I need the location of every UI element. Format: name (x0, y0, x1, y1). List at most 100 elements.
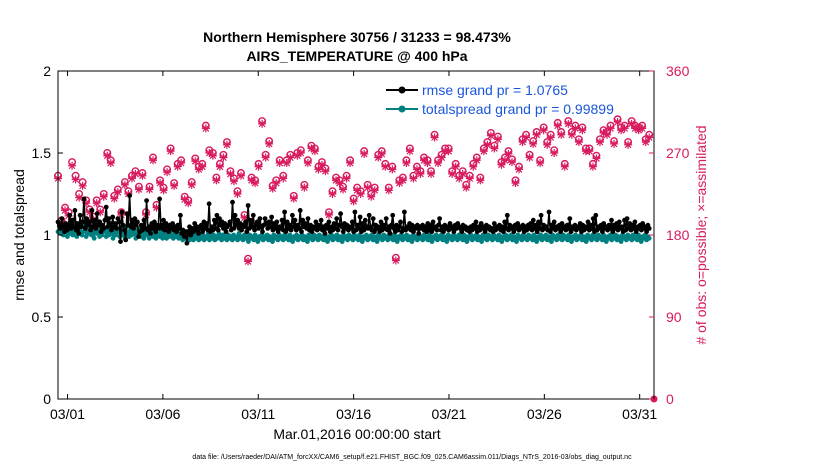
obs-count-series (54, 115, 658, 403)
rmse-point (89, 208, 95, 213)
obs-assimilated-point (370, 186, 379, 195)
obs-assimilated-point (560, 162, 569, 171)
rmse-point (107, 221, 113, 226)
obs-assimilated-point (120, 180, 129, 189)
obs-assimilated-point (462, 183, 471, 192)
obs-assimilated-point (289, 194, 298, 203)
rmse-point (114, 226, 119, 231)
obs-assimilated-point (384, 186, 393, 195)
rmse-point (402, 209, 407, 215)
totalspread-point (65, 234, 70, 240)
rmse-point (640, 221, 646, 226)
rmse-point (185, 229, 191, 235)
rmse-point (135, 219, 140, 225)
rmse-point (459, 229, 465, 235)
rmse-point (200, 229, 206, 235)
legend: rmse grand pr = 1.0765 totalspread grand… (386, 82, 614, 117)
obs-assimilated-point (567, 130, 576, 139)
rmse-point (619, 224, 625, 230)
rmse-point (447, 221, 453, 226)
obs-assimilated-point (479, 147, 488, 156)
rmse-point (118, 239, 123, 245)
rmse-point (196, 231, 202, 236)
rmse-point (221, 226, 226, 231)
rmse-point (136, 234, 142, 240)
obs-assimilated-point (606, 124, 615, 133)
rmse-point (338, 211, 343, 217)
y-tick-label-right: 0 (666, 391, 674, 407)
rmse-point (441, 229, 446, 235)
obs-assimilated-point (92, 199, 101, 208)
rmse-point (192, 221, 198, 226)
obs-assimilated-point (405, 147, 414, 156)
rmse-point (223, 229, 229, 235)
rmse-point (235, 217, 241, 223)
rmse-point (170, 221, 176, 226)
obs-assimilated-point (504, 149, 513, 158)
rmse-point (387, 231, 393, 236)
obs-assimilated-point (215, 162, 224, 171)
rmse-point (234, 222, 239, 228)
rmse-point (88, 227, 93, 233)
rmse-point (362, 217, 368, 223)
rmse-point (352, 209, 358, 215)
rmse-point (267, 224, 273, 230)
rmse-point (222, 221, 228, 226)
rmse-point (360, 221, 366, 226)
obs-assimilated-point (145, 185, 154, 194)
rmse-point (291, 224, 297, 230)
rmse-point (326, 219, 332, 225)
obs-assimilated-point (75, 193, 84, 202)
rmse-point (536, 219, 541, 225)
obs-assimilated-point (138, 171, 147, 180)
totalspread-point (153, 235, 159, 241)
obs-assimilated-point (258, 119, 267, 128)
obs-assimilated-point (110, 194, 119, 203)
obs-assimilated-point (476, 176, 485, 185)
rmse-point (266, 219, 272, 225)
rmse-series (55, 193, 652, 246)
rmse-point (188, 232, 194, 238)
obs-assimilated-point (645, 133, 654, 142)
rmse-point (211, 217, 217, 223)
obs-assimilated-point (229, 177, 238, 186)
obs-assimilated-point (367, 192, 376, 201)
rmse-point (437, 216, 442, 222)
x-tick-label: 03/26 (527, 406, 562, 422)
totalspread-point (290, 239, 295, 245)
rmse-point (110, 214, 116, 220)
totalspread-point (110, 235, 116, 241)
obs-assimilated-point (388, 165, 397, 174)
rmse-point (325, 226, 330, 231)
obs-assimilated-point (603, 130, 612, 139)
rmse-point (77, 212, 83, 218)
obs-assimilated-point (177, 159, 186, 168)
rmse-point (501, 229, 506, 235)
rmse-point (607, 226, 613, 231)
rmse-point (528, 221, 534, 226)
obs-assimilated-point (374, 153, 383, 162)
rmse-point (632, 219, 638, 225)
legend-rmse-marker (398, 86, 406, 94)
rmse-point (430, 219, 436, 225)
obs-assimilated-point (377, 149, 386, 158)
rmse-point (252, 227, 257, 233)
rmse-point (546, 209, 552, 215)
legend-rmse-label: rmse grand pr = 1.0765 (422, 82, 568, 98)
rmse-point (416, 231, 422, 236)
totalspread-point (70, 232, 76, 238)
obs-assimilated-point (511, 179, 520, 188)
obs-assimilated-point (219, 153, 228, 162)
rmse-point (482, 229, 488, 235)
rmse-point (491, 221, 497, 226)
y-tick-label-right: 180 (666, 227, 690, 243)
rmse-point (631, 226, 636, 231)
rmse-point (434, 227, 440, 233)
rmse-point (357, 214, 363, 220)
rmse-point (184, 240, 190, 246)
totalspread-point (255, 239, 261, 245)
rmse-point (473, 219, 479, 225)
obs-assimilated-point (416, 169, 425, 178)
rmse-point (204, 221, 209, 226)
rmse-point (72, 208, 78, 213)
